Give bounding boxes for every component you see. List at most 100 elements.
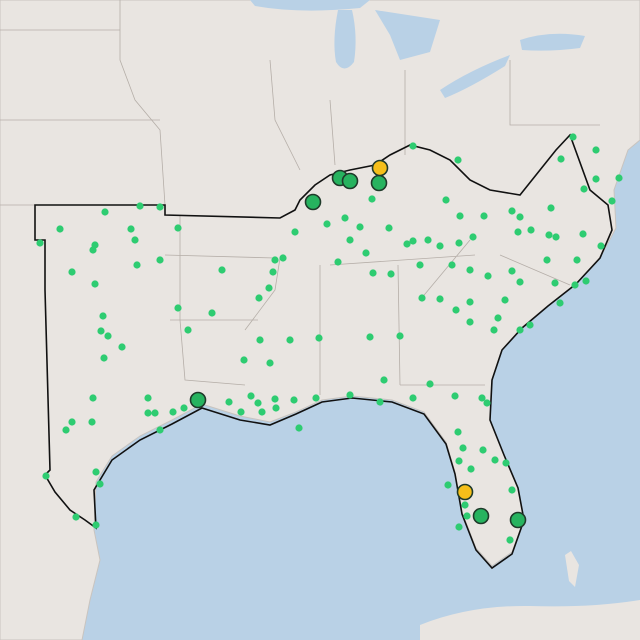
- marker-small: [571, 281, 579, 289]
- marker-small: [366, 333, 374, 341]
- marker-small: [89, 394, 97, 402]
- marker-large: [341, 172, 359, 190]
- marker-small: [368, 195, 376, 203]
- marker-small: [334, 258, 342, 266]
- marker-small: [144, 394, 152, 402]
- marker-small: [97, 327, 105, 335]
- lake-superior: [250, 0, 370, 11]
- marker-large: [509, 511, 527, 529]
- marker-small: [92, 521, 100, 529]
- marker-small: [543, 256, 551, 264]
- marker-small: [180, 404, 188, 412]
- marker-small: [569, 133, 577, 141]
- marker-small: [573, 256, 581, 264]
- marker-small: [516, 326, 524, 334]
- lake-erie: [440, 55, 510, 98]
- marker-small: [448, 261, 456, 269]
- marker-large: [370, 174, 388, 192]
- marker-small: [466, 266, 474, 274]
- marker-small: [341, 214, 349, 222]
- marker-small: [100, 354, 108, 362]
- region-outline: [34, 133, 613, 570]
- marker-small: [416, 261, 424, 269]
- marker-small: [506, 536, 514, 544]
- marker-small: [483, 399, 491, 407]
- marker-small: [237, 408, 245, 416]
- marker-small: [409, 237, 417, 245]
- marker-small: [454, 428, 462, 436]
- marker-small: [255, 294, 263, 302]
- marker-small: [396, 332, 404, 340]
- lake-ontario: [520, 33, 585, 51]
- marker-large: [189, 391, 207, 409]
- marker-small: [516, 213, 524, 221]
- marker-small: [480, 212, 488, 220]
- marker-small: [580, 185, 588, 193]
- marker-small: [62, 426, 70, 434]
- marker-small: [491, 456, 499, 464]
- marker-small: [526, 321, 534, 329]
- marker-small: [508, 267, 516, 275]
- marker-small: [479, 446, 487, 454]
- marker-small: [508, 486, 516, 494]
- marker-small: [545, 231, 553, 239]
- marker-small: [516, 278, 524, 286]
- marker-small: [501, 296, 509, 304]
- marker-small: [444, 481, 452, 489]
- marker-small: [592, 146, 600, 154]
- marker-small: [156, 203, 164, 211]
- marker-small: [608, 197, 616, 205]
- marker-small: [409, 142, 417, 150]
- marker-small: [131, 236, 139, 244]
- marker-small: [240, 356, 248, 364]
- marker-small: [271, 395, 279, 403]
- marker-small: [91, 280, 99, 288]
- marker-small: [494, 314, 502, 322]
- lake-michigan: [334, 10, 356, 69]
- marker-small: [225, 398, 233, 406]
- marker-small: [68, 268, 76, 276]
- marker-small: [266, 359, 274, 367]
- marker-small: [279, 254, 287, 262]
- marker-small: [579, 230, 587, 238]
- marker-small: [156, 426, 164, 434]
- marker-small: [144, 409, 152, 417]
- marker-small: [312, 394, 320, 402]
- marker-small: [271, 256, 279, 264]
- marker-small: [461, 501, 469, 509]
- marker-small: [256, 336, 264, 344]
- marker-small: [346, 391, 354, 399]
- marker-small: [552, 233, 560, 241]
- marker-small: [254, 399, 262, 407]
- marker-small: [290, 396, 298, 404]
- marker-small: [184, 326, 192, 334]
- marker-small: [295, 424, 303, 432]
- marker-small: [99, 312, 107, 320]
- marker-small: [118, 343, 126, 351]
- marker-small: [56, 225, 64, 233]
- marker-small: [469, 233, 477, 241]
- marker-small: [455, 239, 463, 247]
- marker-small: [387, 270, 395, 278]
- marker-small: [127, 225, 135, 233]
- marker-small: [92, 468, 100, 476]
- marker-small: [403, 240, 411, 248]
- marker-small: [380, 376, 388, 384]
- marker-small: [269, 268, 277, 276]
- marker-small: [426, 380, 434, 388]
- lake-huron: [375, 10, 440, 60]
- marker-small: [547, 204, 555, 212]
- marker-small: [592, 175, 600, 183]
- marker-small: [133, 261, 141, 269]
- marker-small: [467, 465, 475, 473]
- marker-small: [96, 480, 104, 488]
- marker-highlight: [371, 159, 389, 177]
- marker-large: [304, 193, 322, 211]
- marker-small: [156, 256, 164, 264]
- bahamas: [565, 551, 579, 587]
- marker-small: [424, 236, 432, 244]
- cuba: [420, 600, 640, 640]
- marker-small: [218, 266, 226, 274]
- marker-small: [436, 295, 444, 303]
